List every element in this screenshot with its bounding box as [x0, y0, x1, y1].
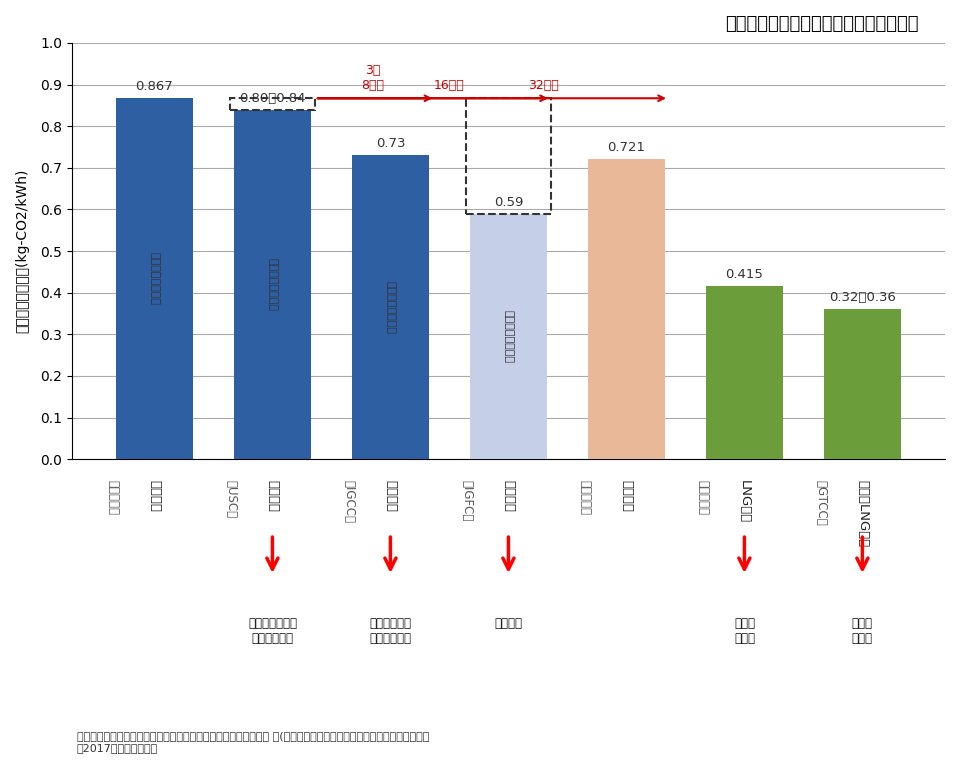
Bar [706, 286, 782, 459]
Bar [352, 155, 429, 459]
Text: （従来型）: （従来型） [107, 480, 120, 515]
Text: 3〜
8％減: 3〜 8％減 [361, 64, 384, 92]
Text: （従来型）: （従来型） [697, 480, 709, 515]
Text: 0.867: 0.867 [135, 80, 174, 93]
Text: 0.415: 0.415 [726, 268, 763, 281]
Text: 二酸化炭素排出量: 二酸化炭素排出量 [385, 281, 396, 334]
Text: （従来型）: （従来型） [579, 480, 591, 515]
Bar [588, 159, 664, 459]
Text: 出典）環境省「カーボンプライシングのあり方に関する小委員会 」(第１回）資料５「カーボンプライシングの意義」
（2017年６月）に加筆: 出典）環境省「カーボンプライシングのあり方に関する小委員会 」(第１回）資料５「… [77, 731, 429, 753]
Text: 32％減: 32％減 [528, 79, 559, 92]
Text: 普及率
約３割: 普及率 約３割 [733, 617, 755, 646]
Text: 実証段階: 実証段階 [494, 617, 522, 630]
Text: 0.721: 0.721 [608, 141, 645, 154]
Text: 火力発電所の排出係数比較（燃料種別）: 火力発電所の排出係数比較（燃料種別） [726, 15, 919, 33]
Text: 石炭火力: 石炭火力 [502, 480, 515, 512]
Bar [470, 214, 547, 459]
Bar [234, 109, 311, 459]
Text: （USC）: （USC） [225, 480, 238, 518]
Text: 普及率
約７割: 普及率 約７割 [852, 617, 873, 646]
Text: （GTCC）: （GTCC） [815, 480, 828, 526]
Y-axis label: ＣＯ２排出原単位(kg-CO2/kWh): ＣＯ２排出原単位(kg-CO2/kWh) [15, 169, 29, 333]
Text: 輸出実績なし
国内２例のみ: 輸出実績なし 国内２例のみ [370, 617, 412, 646]
Text: 石油火力: 石油火力 [620, 480, 633, 512]
Text: 二酸化炭素排出量: 二酸化炭素排出量 [150, 252, 159, 306]
Text: 石炭火力: 石炭火力 [148, 480, 161, 512]
Text: （IGFC）: （IGFC） [461, 480, 473, 522]
Text: 二酸化炭素排出量: 二酸化炭素排出量 [503, 310, 514, 363]
Text: 二酸化炭素排出量: 二酸化炭素排出量 [268, 258, 277, 311]
Text: 0.80〜0.84: 0.80〜0.84 [239, 92, 305, 105]
Text: 0.73: 0.73 [375, 138, 405, 151]
Text: （IGCC）: （IGCC） [343, 480, 355, 523]
Bar [116, 99, 193, 459]
Text: LNG火力: LNG火力 [738, 480, 751, 523]
Text: 0.32〜0.36: 0.32〜0.36 [829, 291, 896, 304]
Text: 0.59: 0.59 [493, 196, 523, 209]
Text: 公的輸出の半分
残りは従来型: 公的輸出の半分 残りは従来型 [248, 617, 297, 646]
Text: 石炭火力: 石炭火力 [266, 480, 279, 512]
Text: 最新型LNG火力: 最新型LNG火力 [856, 480, 869, 547]
Text: 石炭火力: 石炭火力 [384, 480, 396, 512]
Text: 16％減: 16％減 [434, 79, 465, 92]
Bar [824, 309, 900, 459]
